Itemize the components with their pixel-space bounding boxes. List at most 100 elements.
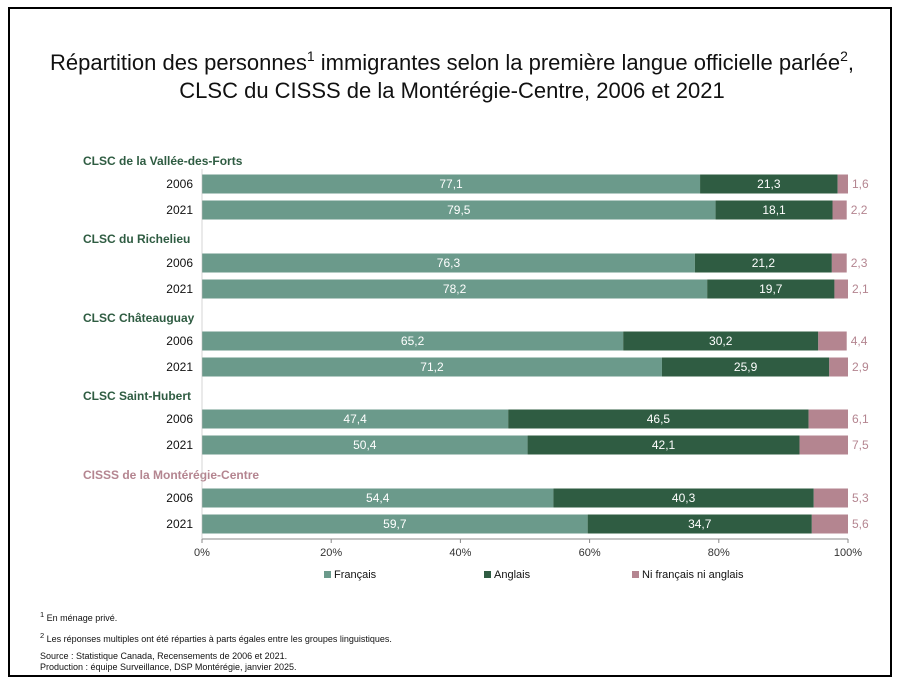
- footnote-2-marker: 2: [40, 631, 45, 640]
- title-text-c: ,: [847, 50, 854, 75]
- bar-segment-4-1-2: [811, 514, 848, 534]
- bar-segment-0-1-2: [832, 200, 847, 220]
- x-tick-label-5: 100%: [834, 547, 862, 559]
- data-label-0-1-0: 79,5: [447, 203, 471, 217]
- title-superscript-2: 2: [840, 48, 848, 64]
- bar-segment-2-1-2: [829, 357, 848, 377]
- data-label-1-1-0: 78,2: [443, 282, 467, 296]
- year-label-1-0: 2006: [166, 256, 193, 270]
- legend-swatch-0: [324, 571, 331, 578]
- group-label-0: CLSC de la Vallée-des-Forts: [83, 154, 243, 168]
- production-note: Production : équipe Surveillance, DSP Mo…: [40, 662, 297, 672]
- data-label-1-1-2: 2,1: [852, 282, 869, 296]
- bar-segment-3-1-1: [527, 435, 800, 455]
- year-label-1-1: 2021: [166, 282, 193, 296]
- bar-segment-0-0-2: [837, 174, 848, 194]
- chart-title-line1: Répartition des personnes1 immigrantes s…: [10, 49, 894, 77]
- year-label-2-1: 2021: [166, 360, 193, 374]
- legend-label-2: Ni français ni anglais: [642, 569, 744, 581]
- title-text-b: immigrantes selon la première langue off…: [314, 50, 841, 75]
- data-label-4-0-2: 5,3: [852, 491, 869, 505]
- data-label-4-0-0: 54,4: [366, 491, 390, 505]
- group-label-4: CISSS de la Montérégie-Centre: [83, 468, 259, 482]
- data-label-4-1-1: 34,7: [688, 517, 712, 531]
- data-label-4-0-1: 40,3: [672, 491, 696, 505]
- bar-segment-2-1-0: [202, 357, 662, 377]
- chart-title: Répartition des personnes1 immigrantes s…: [10, 49, 894, 105]
- bar-segment-4-0-0: [202, 488, 554, 508]
- bar-segment-4-0-1: [553, 488, 814, 508]
- x-tick-label-1: 20%: [320, 547, 342, 559]
- bar-segment-3-1-0: [202, 435, 528, 455]
- x-tick-label-3: 60%: [579, 547, 601, 559]
- data-label-1-1-1: 19,7: [759, 282, 783, 296]
- data-label-2-0-1: 30,2: [709, 334, 733, 348]
- data-label-2-1-0: 71,2: [420, 360, 444, 374]
- footnote-1-text: En ménage privé.: [44, 613, 118, 623]
- bar-segment-3-0-2: [808, 409, 848, 429]
- bar-segment-2-1-1: [661, 357, 830, 377]
- bar-segment-4-1-0: [202, 514, 588, 534]
- data-label-2-1-2: 2,9: [852, 360, 869, 374]
- data-label-4-1-0: 59,7: [383, 517, 407, 531]
- bar-segment-0-0-0: [202, 174, 701, 194]
- x-tick-label-0: 0%: [194, 547, 210, 559]
- stacked-bar-chart: CLSC de la Vallée-des-Forts 2006 77,1 21,3 1…: [83, 154, 869, 581]
- bar-segment-1-1-0: [202, 279, 708, 299]
- data-label-2-0-0: 65,2: [401, 334, 425, 348]
- title-text-a: Répartition des personnes: [50, 50, 307, 75]
- data-label-3-0-1: 46,5: [647, 412, 671, 426]
- legend-swatch-1: [484, 571, 491, 578]
- data-label-0-0-0: 77,1: [439, 177, 463, 191]
- footnotes: 1 En ménage privé. 2 Les réponses multip…: [40, 609, 392, 673]
- year-label-4-1: 2021: [166, 517, 193, 531]
- data-label-1-0-2: 2,3: [851, 256, 868, 270]
- legend-label-1: Anglais: [494, 569, 531, 581]
- bar-segment-0-1-0: [202, 200, 716, 220]
- footnote-1: 1 En ménage privé.: [40, 609, 392, 624]
- footnote-1-marker: 1: [40, 610, 45, 619]
- bar-segment-1-0-2: [831, 253, 847, 273]
- bar-segment-2-0-1: [623, 331, 819, 351]
- legend-swatch-2: [632, 571, 639, 578]
- title-superscript-1: 1: [306, 48, 315, 64]
- year-label-3-0: 2006: [166, 412, 193, 426]
- bar-segment-1-0-0: [202, 253, 695, 273]
- bar-segment-1-0-1: [694, 253, 832, 273]
- data-label-3-1-2: 7,5: [852, 438, 869, 452]
- bar-segment-2-0-2: [818, 331, 847, 351]
- slide-frame: Répartition des personnes1 immigrantes s…: [8, 7, 892, 677]
- data-label-4-1-2: 5,6: [852, 517, 869, 531]
- data-label-3-0-2: 6,1: [852, 412, 869, 426]
- year-label-2-0: 2006: [166, 334, 193, 348]
- footnote-2: 2 Les réponses multiples ont été réparti…: [40, 630, 392, 645]
- data-label-0-0-1: 21,3: [757, 177, 781, 191]
- data-label-2-0-2: 4,4: [851, 334, 868, 348]
- chart-title-line2: CLSC du CISSS de la Montérégie-Centre, 2…: [179, 78, 725, 103]
- bar-segment-3-0-1: [508, 409, 809, 429]
- bar-segment-3-1-2: [799, 435, 848, 455]
- source-note: Source : Statistique Canada, Recensement…: [40, 651, 288, 661]
- footnote-2-text: Les réponses multiples ont été réparties…: [44, 634, 392, 644]
- x-tick-label-2: 40%: [449, 547, 471, 559]
- bar-segment-0-1-1: [715, 200, 833, 220]
- bar-segment-4-0-2: [813, 488, 848, 508]
- data-label-0-1-1: 18,1: [762, 203, 786, 217]
- legend-label-0: Français: [334, 569, 377, 581]
- data-label-1-0-1: 21,2: [752, 256, 776, 270]
- group-label-3: CLSC Saint-Hubert: [83, 389, 191, 403]
- data-label-0-0-2: 1,6: [852, 177, 869, 191]
- bar-segment-0-0-1: [700, 174, 838, 194]
- year-label-0-0: 2006: [166, 177, 193, 191]
- data-label-2-1-1: 25,9: [734, 360, 758, 374]
- data-label-3-0-0: 47,4: [343, 412, 367, 426]
- year-label-0-1: 2021: [166, 203, 193, 217]
- year-label-4-0: 2006: [166, 491, 193, 505]
- bar-segment-2-0-0: [202, 331, 624, 351]
- year-label-3-1: 2021: [166, 438, 193, 452]
- group-label-2: CLSC Châteauguay: [83, 311, 195, 325]
- data-label-3-1-1: 42,1: [652, 438, 676, 452]
- data-label-1-0-0: 76,3: [437, 256, 461, 270]
- data-label-0-1-2: 2,2: [851, 203, 868, 217]
- data-label-3-1-0: 50,4: [353, 438, 377, 452]
